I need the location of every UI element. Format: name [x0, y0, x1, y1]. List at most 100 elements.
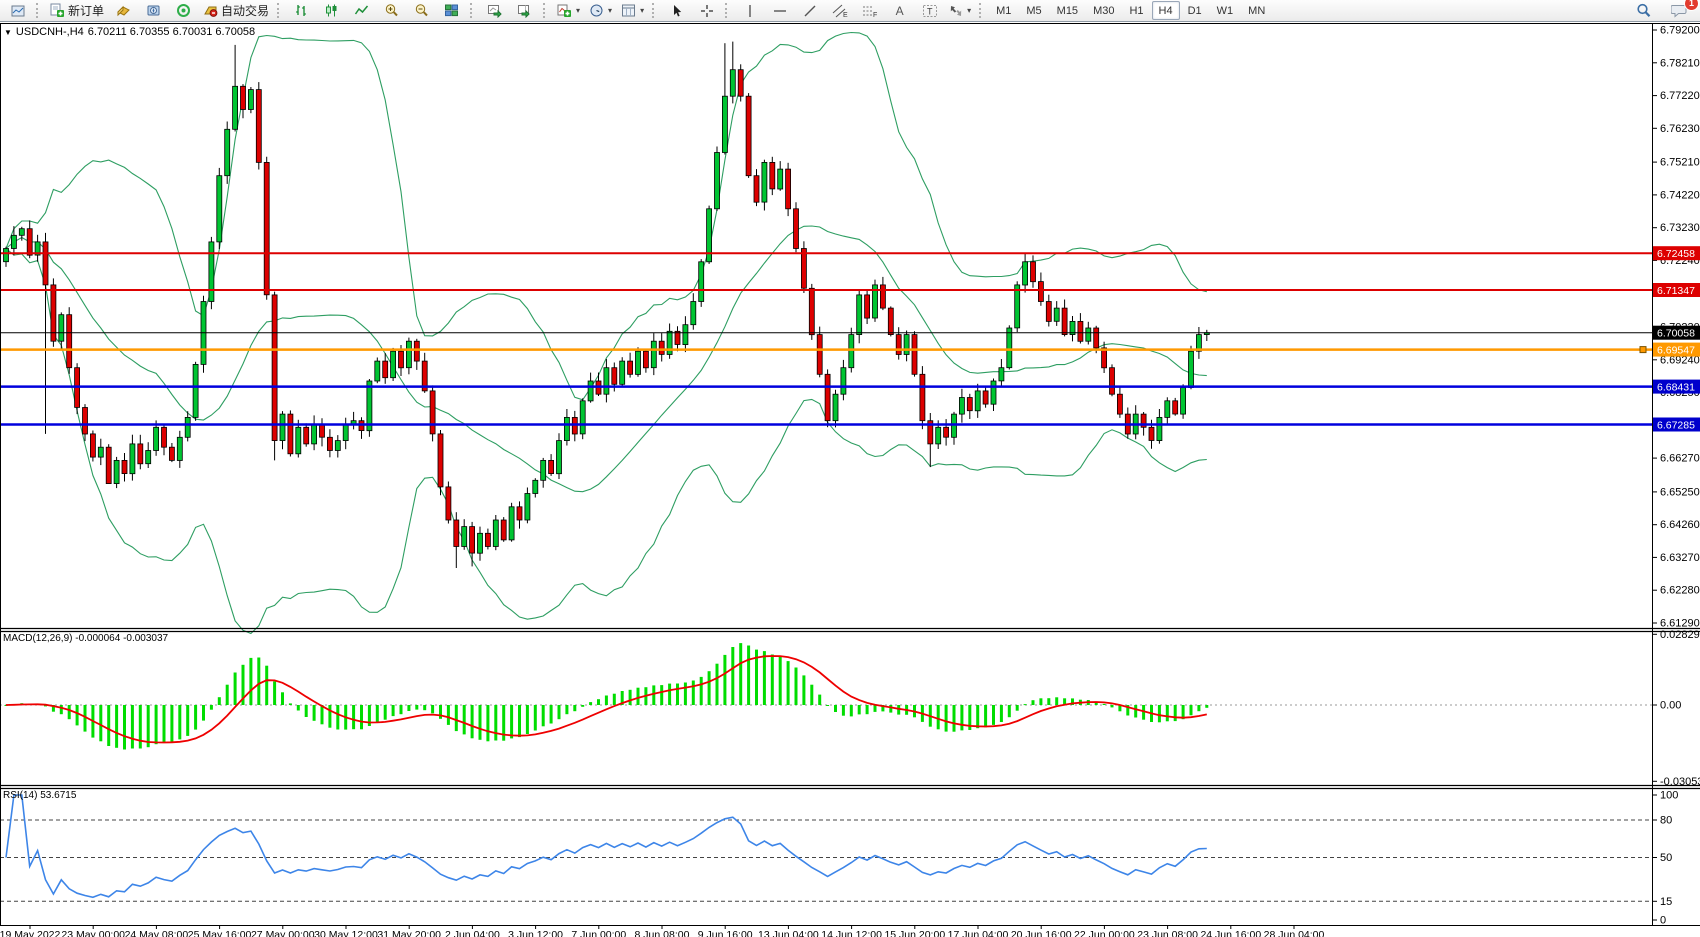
- templates-button[interactable]: ▾: [617, 0, 648, 21]
- svg-text:27 May 00:00: 27 May 00:00: [251, 929, 315, 937]
- tab-timeframe-m5[interactable]: M5: [1026, 4, 1042, 17]
- svg-text:15: 15: [1660, 896, 1672, 908]
- terminal-icon[interactable]: [169, 0, 198, 21]
- tab-timeframe-mn[interactable]: MN: [1248, 4, 1266, 17]
- toolbar-grip[interactable]: [979, 3, 985, 18]
- svg-text:6.67285: 6.67285: [1657, 420, 1695, 432]
- svg-text:13 Jun 04:00: 13 Jun 04:00: [758, 929, 819, 937]
- svg-text:0.00: 0.00: [1660, 700, 1681, 712]
- svg-text:20 Jun 16:00: 20 Jun 16:00: [1011, 929, 1072, 937]
- tab-timeframe-d1[interactable]: D1: [1187, 4, 1202, 17]
- svg-text:23 May 00:00: 23 May 00:00: [61, 929, 125, 937]
- arrows-tool[interactable]: ▾: [945, 0, 975, 21]
- periods-caret: ▾: [608, 6, 613, 15]
- chart-shift-icon[interactable]: [510, 0, 539, 21]
- svg-text:6.63270: 6.63270: [1660, 552, 1700, 564]
- tile-windows-icon[interactable]: [437, 0, 466, 21]
- svg-text:6.65250: 6.65250: [1660, 486, 1700, 498]
- svg-text:F: F: [873, 12, 877, 18]
- price-axis[interactable]: 6.79200 6.78210 6.77220 6.76230 6.75210 6.742…: [1652, 25, 1700, 630]
- svg-text:50: 50: [1660, 852, 1672, 864]
- svg-text:7 Jun 00:00: 7 Jun 00:00: [571, 929, 626, 937]
- tab-timeframe-h4[interactable]: H4: [1151, 1, 1180, 20]
- svg-text:0.02829: 0.02829: [1660, 629, 1700, 641]
- periods-button[interactable]: ▾: [585, 0, 616, 21]
- auto-scroll-icon[interactable]: [480, 0, 509, 21]
- svg-text:30 May 12:00: 30 May 12:00: [314, 929, 378, 937]
- text-label-tool[interactable]: T: [915, 0, 944, 21]
- svg-text:6.75210: 6.75210: [1660, 157, 1700, 169]
- toolbar-grip[interactable]: [652, 3, 658, 18]
- rsi-line: [5, 794, 1207, 899]
- market-watch-icon[interactable]: [109, 0, 138, 21]
- svg-text:24 Jun 16:00: 24 Jun 16:00: [1200, 929, 1261, 937]
- svg-text:17 Jun 04:00: 17 Jun 04:00: [948, 929, 1009, 937]
- svg-text:2 Jun 04:00: 2 Jun 04:00: [445, 929, 500, 937]
- trendline-tool[interactable]: [795, 0, 824, 21]
- cursor-tool[interactable]: [662, 0, 691, 21]
- new-order-label: 新订单: [68, 4, 105, 18]
- tab-timeframe-h1[interactable]: H1: [1129, 4, 1144, 17]
- svg-text:6.62280: 6.62280: [1660, 585, 1700, 597]
- templates-caret: ▾: [640, 6, 645, 15]
- svg-text:0: 0: [1660, 915, 1666, 927]
- main-toolbar: 新订单 自动交易: [0, 0, 1700, 22]
- macd-histogram: [4, 643, 1209, 750]
- svg-text:-0.030537: -0.030537: [1660, 776, 1700, 788]
- svg-text:15 Jun 20:00: 15 Jun 20:00: [884, 929, 945, 937]
- chart-canvas[interactable]: 6.79200 6.78210 6.77220 6.76230 6.75210 6.742…: [0, 22, 1700, 937]
- tab-timeframe-m1[interactable]: M1: [996, 4, 1012, 17]
- zoom-out-icon[interactable]: [407, 0, 436, 21]
- svg-text:6.69240: 6.69240: [1660, 354, 1700, 366]
- toolbar-grip[interactable]: [725, 3, 731, 18]
- svg-text:6.74220: 6.74220: [1660, 189, 1700, 201]
- macd-signal-line: [5, 655, 1207, 744]
- zoom-in-icon[interactable]: [377, 0, 406, 21]
- candlestick-chart-icon[interactable]: [317, 0, 346, 21]
- svg-text:6.68431: 6.68431: [1657, 382, 1695, 394]
- macd-panel[interactable]: 0.02829 0.00 -0.030537: [0, 629, 1700, 788]
- arrows-caret: ▾: [967, 6, 972, 15]
- svg-text:6.73230: 6.73230: [1660, 222, 1700, 234]
- time-axis[interactable]: 19 May 2022 23 May 00:00 24 May 08:00 25 Ma…: [0, 925, 1325, 937]
- svg-text:25 May 16:00: 25 May 16:00: [188, 929, 252, 937]
- line-chart-icon[interactable]: [347, 0, 376, 21]
- svg-text:19 May 2022: 19 May 2022: [0, 929, 61, 937]
- rsi-panel[interactable]: 100 80 50 15 0: [0, 790, 1678, 927]
- svg-text:3 Jun 12:00: 3 Jun 12:00: [508, 929, 563, 937]
- svg-text:6.79200: 6.79200: [1660, 25, 1700, 37]
- tab-timeframe-w1[interactable]: W1: [1216, 4, 1234, 17]
- horizontal-lines[interactable]: [0, 252, 1652, 426]
- notifications-button[interactable]: 1: [1664, 0, 1699, 21]
- autotrading-button[interactable]: 自动交易: [199, 0, 273, 21]
- navigator-icon[interactable]: [139, 0, 168, 21]
- crosshair-tool[interactable]: [692, 0, 721, 21]
- add-indicator-button[interactable]: ▾: [553, 0, 584, 21]
- svg-text:22 Jun 00:00: 22 Jun 00:00: [1074, 929, 1135, 937]
- svg-text:6.72458: 6.72458: [1657, 248, 1695, 260]
- bar-chart-icon[interactable]: [287, 0, 316, 21]
- search-icon[interactable]: [1629, 0, 1658, 21]
- toolbar-grip[interactable]: [277, 3, 283, 18]
- vertical-line-tool[interactable]: [735, 0, 764, 21]
- fibonacci-tool[interactable]: F: [855, 0, 884, 21]
- tab-timeframe-m15[interactable]: M15: [1056, 4, 1079, 17]
- text-tool[interactable]: A: [895, 3, 904, 18]
- svg-text:6.69547: 6.69547: [1657, 345, 1695, 357]
- rsi-axis: 100 80 50 15 0: [1652, 790, 1678, 927]
- new-order-button[interactable]: 新订单: [46, 0, 108, 21]
- svg-text:23 Jun 08:00: 23 Jun 08:00: [1137, 929, 1198, 937]
- svg-text:9 Jun 16:00: 9 Jun 16:00: [698, 929, 753, 937]
- svg-text:100: 100: [1660, 790, 1678, 802]
- svg-text:14 Jun 12:00: 14 Jun 12:00: [821, 929, 882, 937]
- toolbar-grip[interactable]: [470, 3, 476, 18]
- toolbar-grip[interactable]: [543, 3, 549, 18]
- panel-borders: [0, 23, 1700, 926]
- tab-timeframe-m30[interactable]: M30: [1093, 4, 1115, 17]
- chart-window-icon[interactable]: [3, 0, 32, 21]
- add-indicator-caret: ▾: [576, 6, 581, 15]
- horizontal-line-tool[interactable]: [765, 0, 794, 21]
- toolbar-grip[interactable]: [36, 3, 42, 18]
- equidistant-channel-tool[interactable]: E: [825, 0, 854, 21]
- svg-text:80: 80: [1660, 815, 1672, 827]
